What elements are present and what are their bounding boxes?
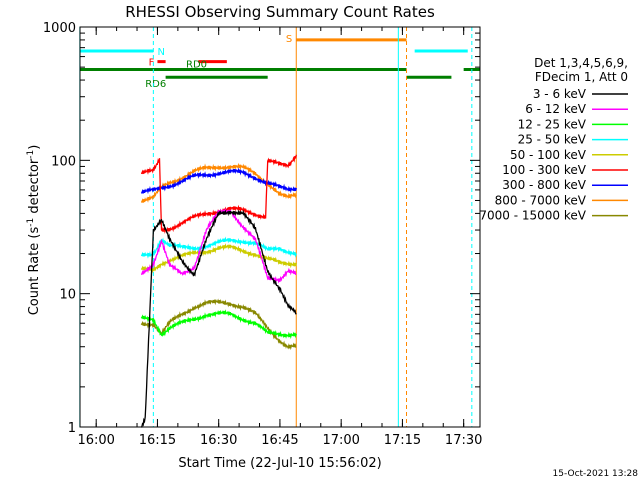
legend: Det 1,3,4,5,6,9, FDecim 1, Att 0 3 - 6 k… [479, 56, 628, 223]
legend-entry-label: 6 - 12 keV [525, 102, 587, 116]
series-line [140, 309, 297, 340]
series-line [141, 162, 297, 203]
legend-entry-label: 12 - 25 keV [518, 117, 587, 131]
y-tick-label: 1000 [43, 21, 76, 36]
legend-entry-label: 100 - 300 keV [502, 163, 586, 177]
x-axis-label: Start Time (22-Jul-10 15:56:02) [178, 456, 381, 471]
x-tick-label: 17:00 [322, 433, 359, 448]
flag-label: S [286, 34, 292, 45]
series-line [141, 167, 297, 195]
legend-entry-label: 50 - 100 keV [510, 148, 587, 162]
y-axis-label-part: Count Rate (s [27, 227, 42, 316]
series-layer [140, 154, 297, 428]
x-tick-label: 16:15 [139, 433, 176, 448]
flag-label: N [157, 47, 164, 58]
x-tick-label: 17:15 [384, 433, 421, 448]
legend-entry-label: 3 - 6 keV [533, 87, 587, 101]
y-axis-label-part: detector [27, 158, 42, 218]
legend-entry-label: 300 - 800 keV [502, 178, 586, 192]
flag-layer: N S F RD0 RD6 [79, 34, 480, 90]
legend-header: Det 1,3,4,5,6,9, [534, 56, 628, 70]
series-line [140, 236, 297, 259]
flag-label: RD6 [145, 79, 166, 90]
x-tick-label: 17:30 [445, 433, 482, 448]
legend-entry-label: 800 - 7000 keV [495, 193, 587, 207]
y-axis: 1 10 100 1000 [43, 21, 480, 436]
y-axis-label-sup: -1 [26, 150, 36, 159]
x-axis: 16:00 16:15 16:30 16:45 17:00 17:15 17:30 [77, 27, 482, 448]
legend-entry-label: 7000 - 15000 keV [479, 209, 586, 223]
y-tick-label: 1 [68, 421, 76, 436]
x-tick-label: 16:00 [77, 433, 114, 448]
chart-title: RHESSI Observing Summary Count Rates [125, 3, 435, 21]
legend-header: FDecim 1, Att 0 [535, 70, 628, 84]
legend-entry-label: 25 - 50 keV [518, 133, 587, 147]
y-axis-label-part: ) [27, 145, 42, 150]
timestamp: 15-Oct-2021 13:28 [553, 469, 639, 479]
x-tick-label: 16:45 [261, 433, 298, 448]
flag-label: F [149, 58, 155, 69]
y-tick-label: 10 [59, 288, 76, 303]
y-tick-label: 100 [51, 154, 76, 169]
series-line [141, 209, 297, 428]
x-tick-label: 16:30 [200, 433, 237, 448]
y-axis-label: Count Rate (s-1 detector-1) [26, 145, 42, 316]
series-line [140, 243, 297, 274]
y-axis-label-sup: -1 [26, 218, 36, 227]
flag-label: RD0 [186, 60, 207, 71]
